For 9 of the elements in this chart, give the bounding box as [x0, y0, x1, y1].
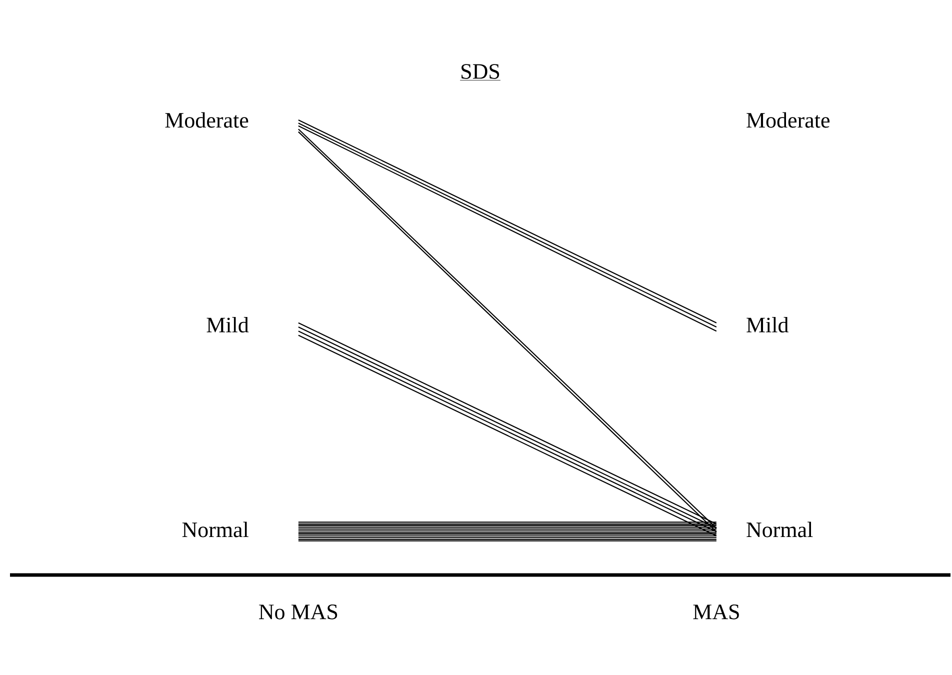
annotation: Mild — [206, 317, 249, 332]
annotation: Moderate — [746, 112, 830, 128]
annotation: Normal — [182, 522, 248, 538]
x-tick-label: MAS — [693, 604, 739, 620]
x-tick-label: No MAS — [259, 604, 338, 620]
annotation: Normal — [746, 522, 813, 538]
chart-title: SDS — [462, 64, 500, 79]
annotation: Mild — [746, 317, 788, 332]
annotation: Moderate — [165, 112, 248, 128]
